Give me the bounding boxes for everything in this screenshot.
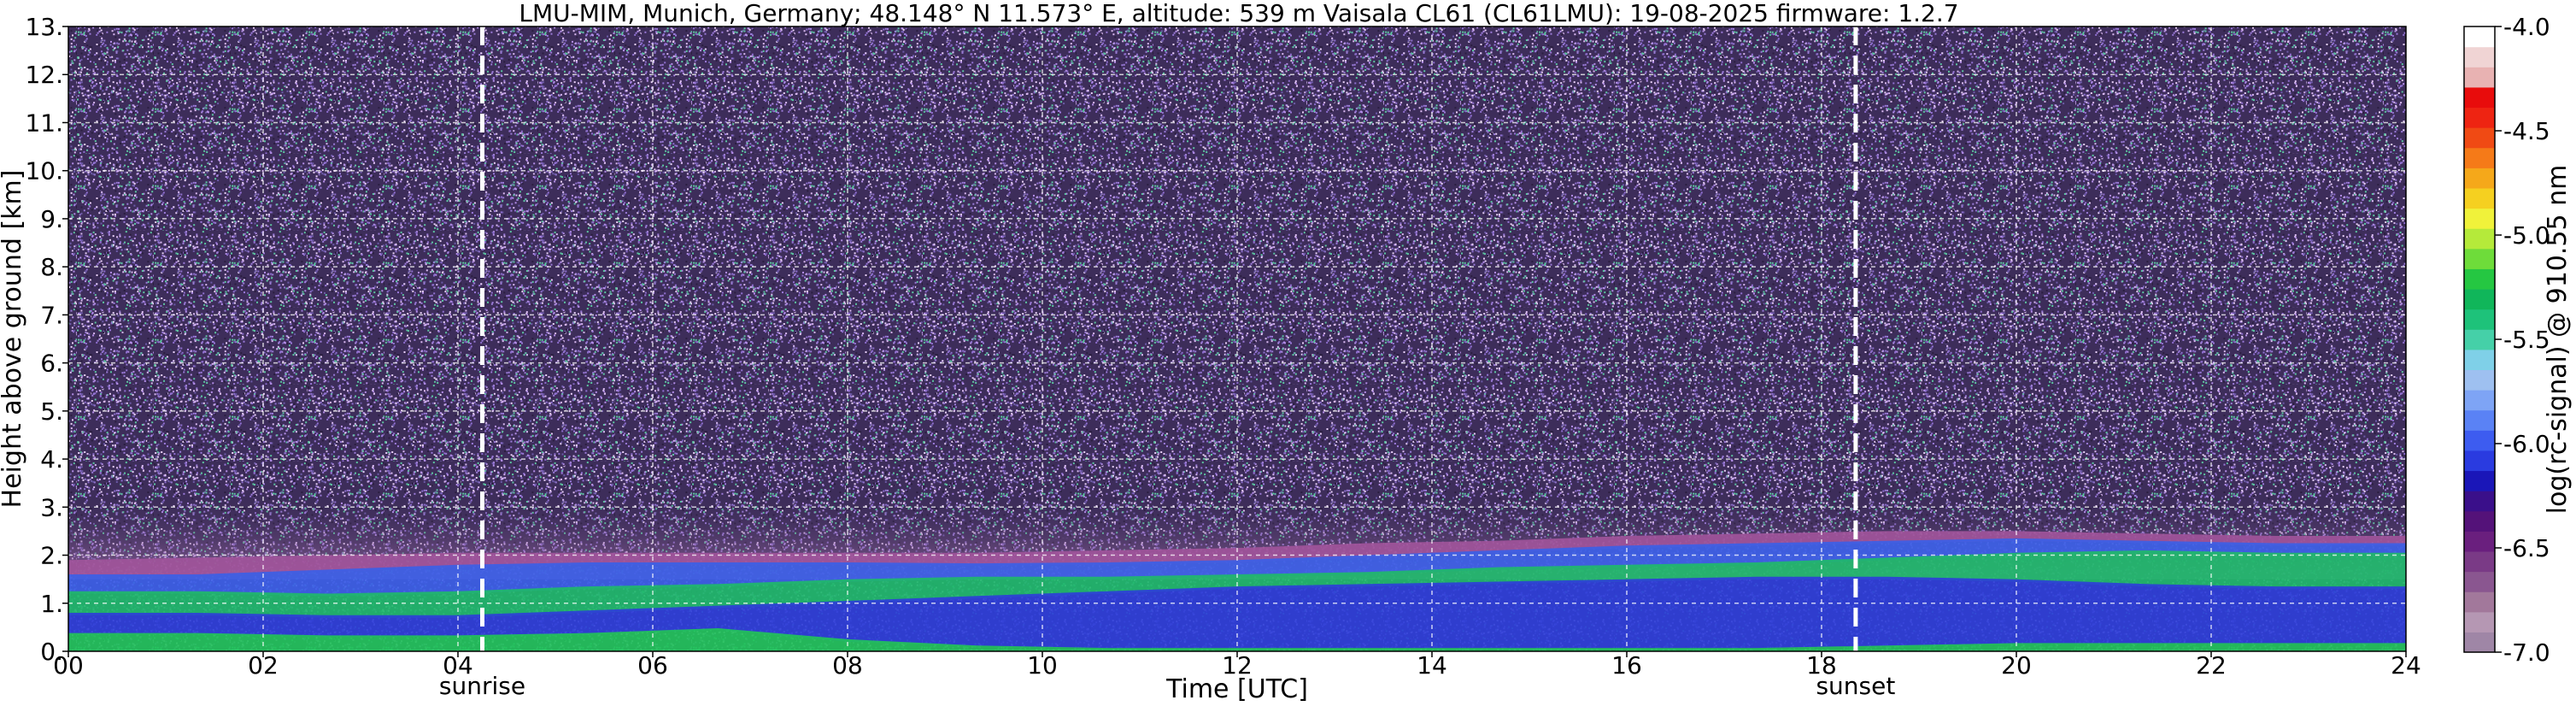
colorbar-segment xyxy=(2464,450,2495,472)
colorbar-tick-label: -4.5 xyxy=(2503,117,2550,145)
colorbar-tick-label: -6.5 xyxy=(2503,534,2550,562)
colorbar-segment xyxy=(2464,248,2495,269)
colorbar-segment xyxy=(2464,571,2495,592)
colorbar-tick-label: -5.5 xyxy=(2503,326,2550,354)
x-axis-ticks: 00 02 04 06 08 10 12 14 16 18 20 22 24 xyxy=(53,651,2421,680)
colorbar-segment xyxy=(2464,107,2495,128)
y-tick-label: 6. xyxy=(40,350,63,378)
y-tick-label: 9. xyxy=(40,205,63,233)
colorbar-segment xyxy=(2464,309,2495,330)
colorbar-segment xyxy=(2464,470,2495,491)
colorbar-segment xyxy=(2464,591,2495,613)
colorbar-segment xyxy=(2464,67,2495,88)
colorbar-segment xyxy=(2464,268,2495,290)
colorbar-segment xyxy=(2464,491,2495,512)
colorbar-segment xyxy=(2464,208,2495,229)
colorbar-segment xyxy=(2464,187,2495,209)
x-tick-label: 18 xyxy=(1806,651,1837,680)
colorbar-segment xyxy=(2464,329,2495,350)
colorbar-segment xyxy=(2464,147,2495,168)
x-tick-label: 20 xyxy=(2001,651,2032,680)
colorbar-segment xyxy=(2464,288,2495,310)
colorbar-segment xyxy=(2464,430,2495,451)
y-tick-label: 10. xyxy=(25,157,63,185)
colorbar xyxy=(2463,26,2496,653)
x-axis-label: Time [UTC] xyxy=(1165,674,1308,704)
colorbar-segment xyxy=(2464,390,2495,411)
x-tick-label: 04 xyxy=(443,651,473,680)
y-axis-ticks: 0. 1. 2. 3. 4. 5. 6. 7. 8. 9. 10. 11. 12. 13. xyxy=(25,13,68,666)
colorbar-segment xyxy=(2464,369,2495,391)
y-tick-label: 11. xyxy=(25,109,63,137)
x-tick-label: 10 xyxy=(1027,651,1058,680)
colorbar-segment xyxy=(2464,228,2495,250)
colorbar-segment xyxy=(2464,531,2495,552)
colorbar-segment xyxy=(2464,127,2495,149)
colorbar-segment xyxy=(2464,46,2495,68)
colorbar-tick-label: -7.0 xyxy=(2503,638,2550,667)
colorbar-segment xyxy=(2464,550,2495,573)
x-tick-label: 12 xyxy=(1222,651,1253,680)
x-tick-label: 08 xyxy=(832,651,863,680)
colorbar-segment xyxy=(2464,349,2495,371)
colorbar-segment xyxy=(2464,26,2495,48)
x-tick-label: 22 xyxy=(2196,651,2227,680)
event-label-sunrise: sunrise xyxy=(439,672,525,700)
y-tick-label: 3. xyxy=(40,493,63,521)
event-markers: sunrise sunset xyxy=(439,26,1895,700)
colorbar-label: log(rc-signal) @ 910.55 nm xyxy=(2543,165,2573,515)
x-tick-label: 06 xyxy=(637,651,668,680)
colorbar-segment xyxy=(2464,611,2495,632)
colorbar-segment xyxy=(2464,510,2495,532)
y-tick-label: 0. xyxy=(40,638,63,666)
y-tick-label: 5. xyxy=(40,397,63,426)
y-tick-label: 7. xyxy=(40,301,63,329)
colorbar-tick-label: -4.0 xyxy=(2503,13,2550,41)
x-tick-label: 02 xyxy=(248,651,279,680)
colorbar-segment xyxy=(2464,409,2495,431)
colorbar-tick-label: -5.0 xyxy=(2503,221,2550,250)
y-tick-label: 1. xyxy=(40,590,63,618)
colorbar-segment xyxy=(2464,632,2495,653)
x-tick-label: 24 xyxy=(2391,651,2421,680)
colorbar-segment xyxy=(2464,86,2495,109)
colorbar-segment xyxy=(2464,168,2495,189)
chart-title: LMU-MIM, Munich, Germany; 48.148° N 11.5… xyxy=(519,0,1958,27)
y-tick-label: 13. xyxy=(25,13,63,41)
colorbar-tick-label: -6.0 xyxy=(2503,430,2550,458)
x-tick-label: 14 xyxy=(1417,651,1447,680)
x-tick-label: 16 xyxy=(1611,651,1642,680)
y-tick-label: 4. xyxy=(40,445,63,474)
event-label-sunset: sunset xyxy=(1816,672,1895,700)
y-tick-label: 12. xyxy=(25,61,63,89)
y-tick-label: 8. xyxy=(40,253,63,281)
y-axis-label: Height above ground [km] xyxy=(0,170,27,509)
grid-lines xyxy=(68,26,2406,651)
x-tick-label: 00 xyxy=(53,651,84,680)
colorbar-ticks: -4.0 -4.5 -5.0 -5.5 -6.0 -6.5 -7.0 xyxy=(2495,13,2550,667)
y-tick-label: 2. xyxy=(40,542,63,570)
